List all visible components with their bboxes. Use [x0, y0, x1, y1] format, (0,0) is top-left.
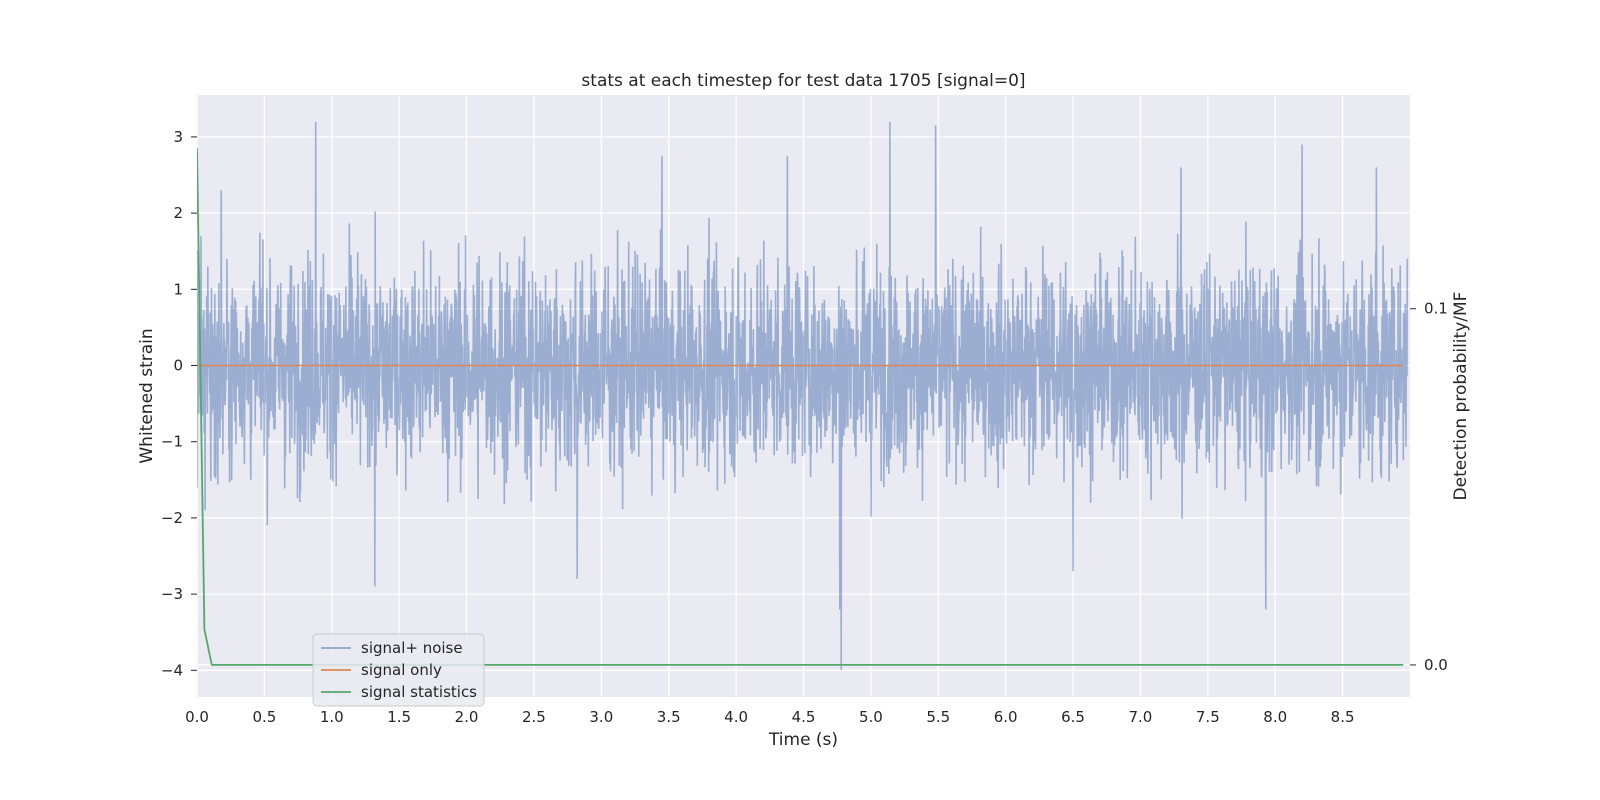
y-axis-label: Whitened strain [137, 328, 157, 463]
x-tick-label: 3.0 [589, 708, 613, 726]
x-tick-label: 0.0 [185, 708, 209, 726]
chart-title: stats at each timestep for test data 170… [581, 71, 1025, 91]
series-signal-statistics-line [197, 148, 1404, 666]
legend-label: signal+ noise [361, 639, 463, 657]
legend-box [312, 633, 485, 707]
y-tick-label: −3 [161, 585, 183, 603]
x-tick-label: 0.5 [252, 708, 276, 726]
x-axis: 0.0 0.5 1.0 1.5 2.0 2.5 3.0 3.5 4.0 4.5 5.0 5.5 6.0 6… [185, 708, 1354, 726]
x-axis-label: Time (s) [768, 730, 838, 750]
x-tick-label: 4.5 [792, 708, 816, 726]
x-tick-label: 7.5 [1196, 708, 1220, 726]
y-tick-label: −2 [161, 509, 183, 527]
x-tick-label: 2.5 [522, 708, 546, 726]
y-tick-label: −4 [161, 661, 183, 679]
x-tick-label: 1.5 [387, 708, 411, 726]
legend-label: signal statistics [361, 683, 477, 701]
x-tick-label: 8.0 [1263, 708, 1287, 726]
x-tick-label: 1.0 [320, 708, 344, 726]
y2-axis: 0.1 0.0 [1410, 300, 1448, 674]
y-tick-label: 2 [173, 204, 183, 222]
x-tick-label: 6.5 [1061, 708, 1085, 726]
x-tick-label: 6.0 [994, 708, 1018, 726]
x-tick-label: 8.5 [1331, 708, 1355, 726]
y-tick-label: −1 [161, 433, 183, 451]
x-tick-label: 5.0 [859, 708, 883, 726]
x-tick-label: 7.0 [1129, 708, 1153, 726]
y2-tick-label: 0.1 [1424, 300, 1448, 318]
y2-tick-label: 0.0 [1424, 656, 1448, 674]
x-tick-label: 5.5 [926, 708, 950, 726]
x-tick-label: 3.5 [657, 708, 681, 726]
legend: signal+ noise signal only signal statistic… [312, 633, 485, 707]
x-tick-label: 2.0 [455, 708, 479, 726]
legend-label: signal only [361, 661, 442, 679]
y-axis: 3 2 1 0 −1 −2 −3 −4 [161, 128, 197, 679]
series-signal-noise-line [197, 121, 1409, 671]
y2-axis-label: Detection probability/MF [1451, 292, 1471, 501]
x-tick-label: 4.0 [724, 708, 748, 726]
series-layer [197, 121, 1409, 671]
y-tick-label: 3 [173, 128, 183, 146]
y-tick-label: 0 [173, 357, 183, 375]
y-tick-label: 1 [173, 280, 183, 298]
